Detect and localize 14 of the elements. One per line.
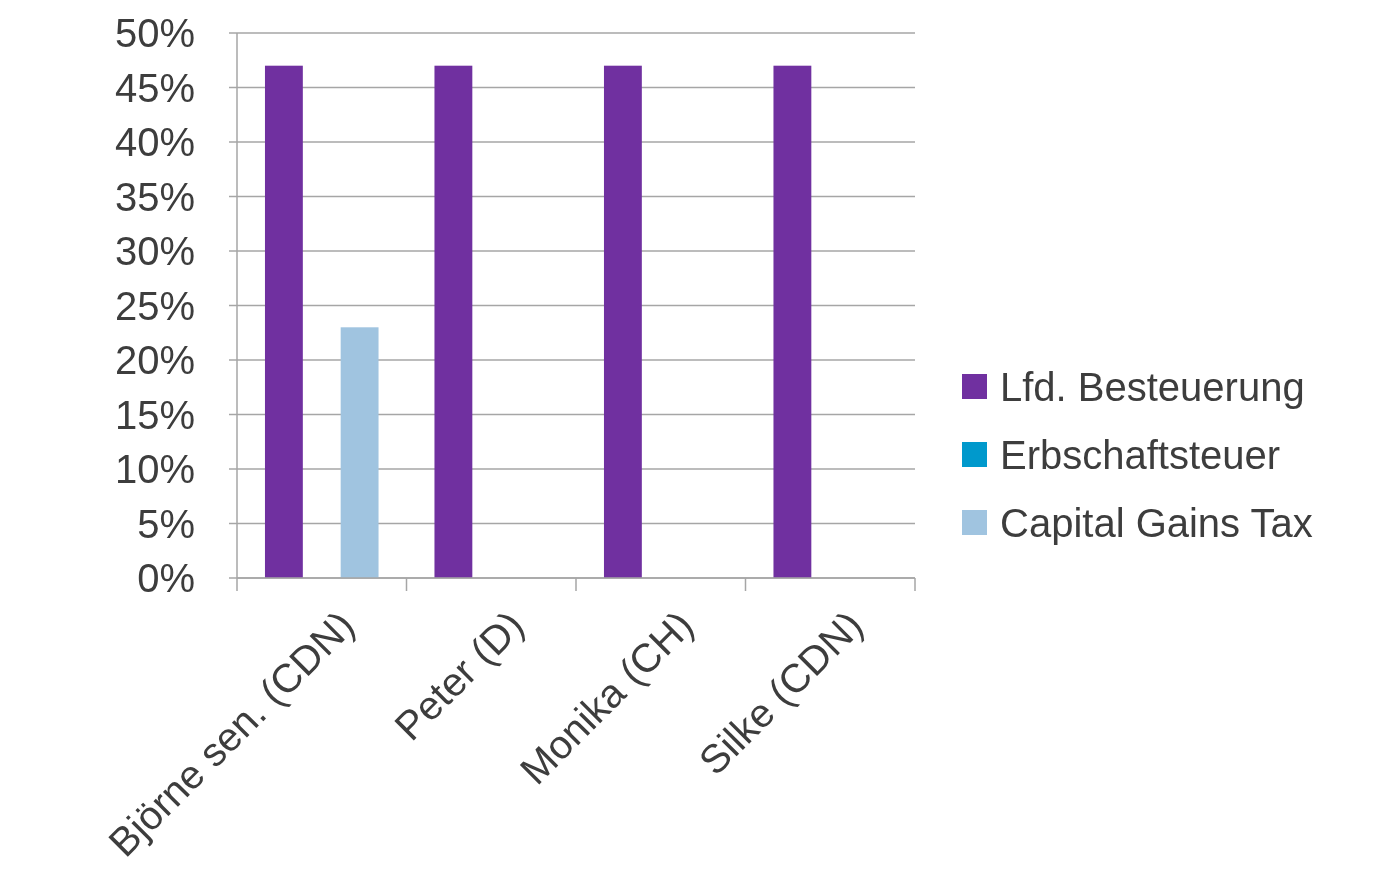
y-tick-label: 10% xyxy=(114,447,195,491)
y-tick-label: 15% xyxy=(114,392,195,437)
y-tick-label: 25% xyxy=(114,283,195,328)
y-tick-label: 40% xyxy=(114,120,195,164)
y-tick-label: 5% xyxy=(137,501,195,546)
y-tick-label: 0% xyxy=(137,556,195,600)
y-tick-label: 45% xyxy=(114,65,195,110)
legend-label: Erbschaftsteuer xyxy=(1000,433,1281,477)
y-tick-label: 20% xyxy=(114,338,195,382)
y-tick-label: 35% xyxy=(114,174,195,219)
y-tick-label: 50% xyxy=(114,11,195,55)
legend-label: Lfd. Besteuerung xyxy=(1000,365,1305,409)
legend-label: Capital Gains Tax xyxy=(1000,501,1313,545)
y-tick-label: 30% xyxy=(114,229,195,273)
